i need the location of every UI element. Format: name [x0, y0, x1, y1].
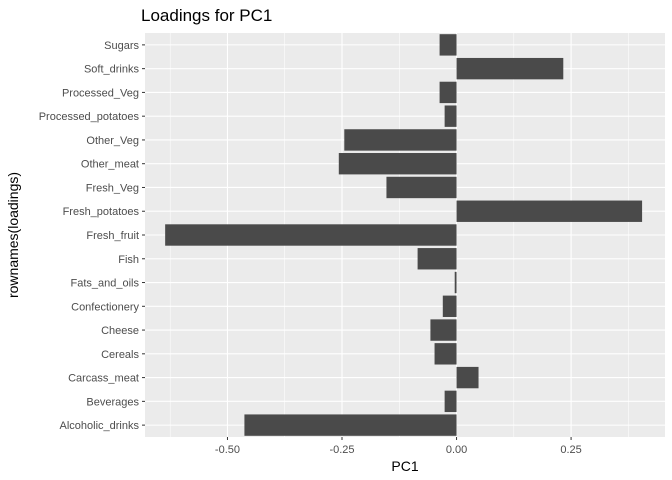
y-tick-label: Cereals [101, 349, 139, 361]
bar-other-meat [338, 153, 457, 175]
y-tick-label: Carcass_meat [68, 373, 139, 385]
y-tick-label: Alcoholic_drinks [60, 420, 140, 432]
y-tick-label: Sugars [104, 40, 139, 52]
bar-other-veg [344, 129, 457, 151]
bar-soft-drinks [456, 57, 564, 80]
y-tick-label: Processed_potatoes [39, 111, 140, 123]
bar-fresh-potatoes [456, 200, 643, 222]
y-tick-label: Fresh_Veg [86, 182, 139, 194]
y-tick-label: Fats_and_oils [71, 278, 140, 290]
bar-carcass-meat [456, 366, 479, 389]
bars [165, 34, 643, 436]
bar-fats-and-oils [454, 271, 457, 294]
bar-sugars [439, 34, 457, 56]
y-tick-label: Cheese [101, 325, 139, 337]
chart-title: Loadings for PC1 [141, 6, 272, 25]
x-axis: -0.50 -0.25 0.00 0.25 [215, 437, 582, 456]
y-tick-label: Fresh_potatoes [63, 206, 140, 218]
bar-fish [417, 248, 457, 270]
y-tick-label: Other_Veg [86, 135, 139, 147]
y-tick-label: Fish [118, 254, 139, 266]
bar-cheese [430, 319, 457, 341]
bar-confectionery [442, 295, 457, 317]
y-tick-label: Fresh_fruit [86, 230, 139, 242]
x-tick-label: -0.25 [329, 444, 354, 456]
bar-processed-veg [439, 81, 457, 104]
x-tick-label: 0.25 [560, 444, 581, 456]
x-tick-label: 0.00 [446, 444, 467, 456]
bar-fresh-fruit [165, 224, 457, 246]
y-axis-title: rownames(loadings) [5, 172, 21, 298]
bar-beverages [444, 390, 457, 413]
x-axis-title: PC1 [391, 458, 418, 474]
y-tick-label: Other_meat [81, 159, 139, 171]
bar-processed-potatoes [444, 105, 457, 127]
x-tick-label: -0.50 [215, 444, 240, 456]
y-tick-label: Soft_drinks [84, 64, 140, 76]
y-tick-label: Confectionery [71, 301, 139, 313]
bar-cereals [434, 343, 457, 365]
y-tick-label: Processed_Veg [62, 87, 139, 99]
bar-fresh-veg [386, 176, 457, 199]
y-tick-label: Beverages [86, 396, 139, 408]
bar-alcoholic-drinks [244, 414, 457, 436]
y-axis: Alcoholic_drinks Beverages Carcass_meat Cer… [39, 40, 145, 432]
